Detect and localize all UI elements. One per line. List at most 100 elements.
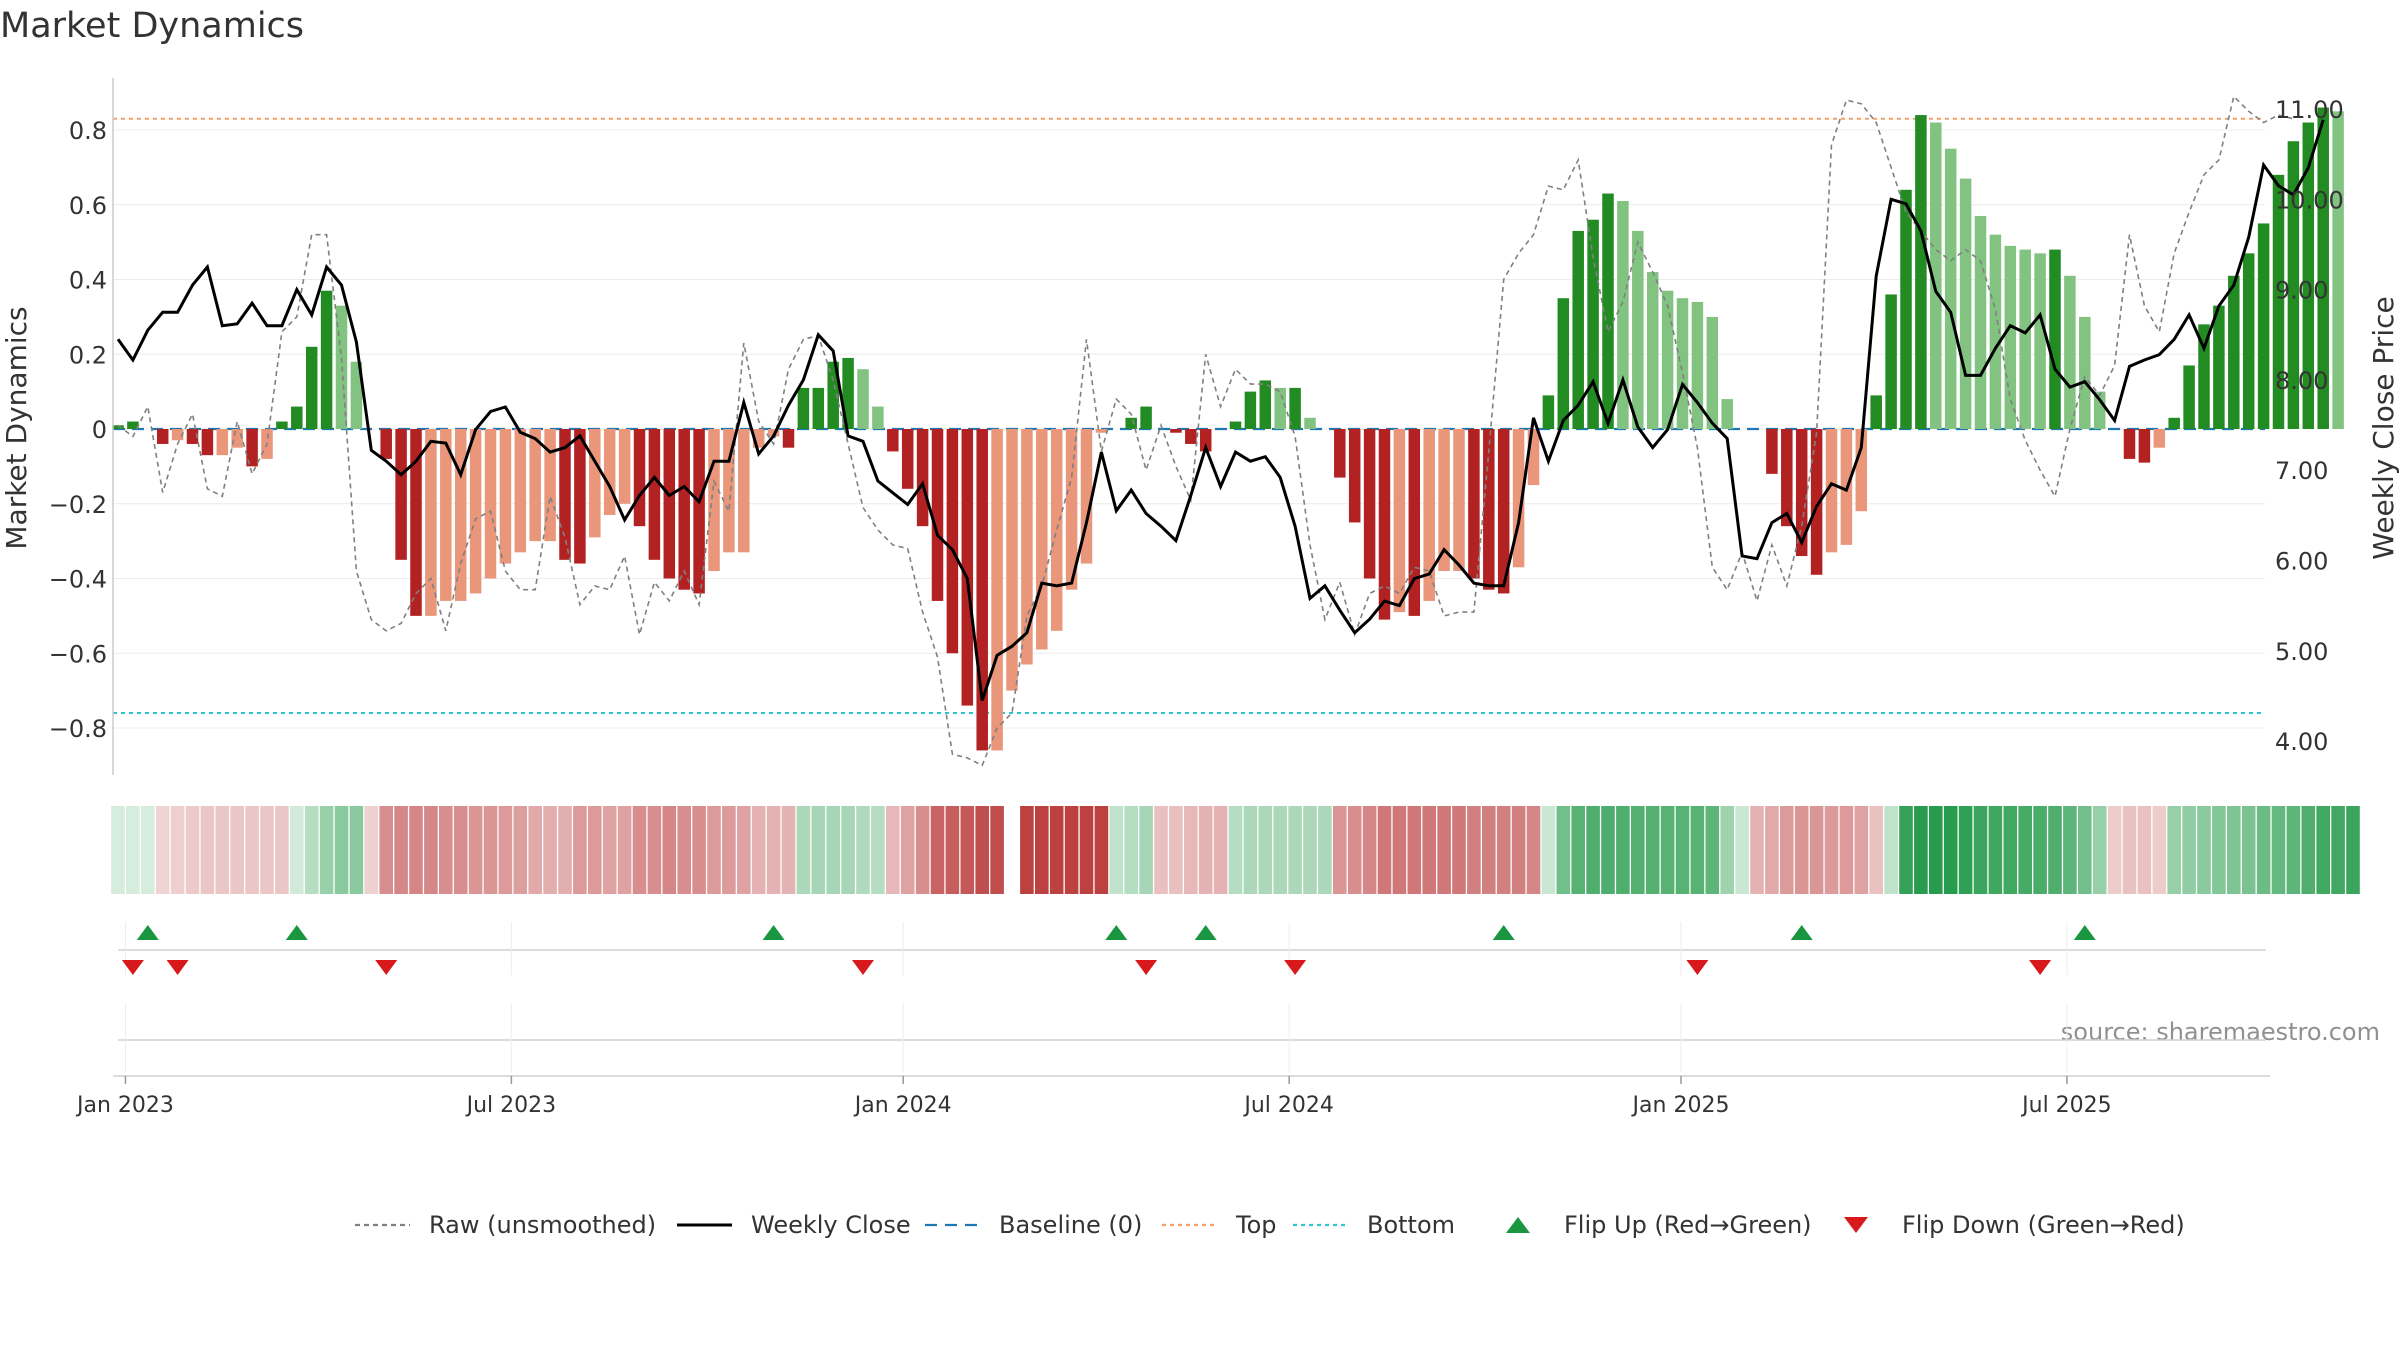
momentum-bar (1795, 429, 1808, 557)
regime-cell (468, 806, 483, 894)
regime-cell (1437, 806, 1451, 894)
momentum-bar (2034, 253, 2046, 429)
momentum-bar (469, 429, 482, 594)
regime-cell (1720, 806, 1734, 894)
momentum-bar (291, 406, 303, 429)
regime-cell (886, 806, 900, 894)
regime-cell (2003, 806, 2018, 894)
momentum-bar (1542, 395, 1555, 429)
regime-cell (1228, 806, 1243, 894)
regime-cell (647, 806, 662, 894)
regime-cell (1347, 806, 1362, 894)
momentum-bar (1691, 301, 1704, 429)
momentum-bar (305, 346, 318, 429)
regime-cell (2346, 806, 2360, 894)
regime-cell (573, 806, 587, 894)
chart-title: Market Dynamics (0, 6, 304, 46)
regime-cell (677, 806, 691, 894)
y-tick-label: 0 (92, 416, 107, 444)
momentum-bar (1527, 429, 1540, 486)
momentum-bar (2317, 107, 2329, 429)
reference-lines (113, 117, 2265, 715)
momentum-bar (723, 429, 735, 553)
regime-cell (737, 806, 751, 894)
legend-label: Baseline (0) (999, 1211, 1142, 1239)
momentum-bar (1781, 429, 1793, 527)
momentum-bar (574, 429, 586, 564)
momentum-bar (1185, 429, 1197, 444)
flip-down-marker (1284, 960, 1307, 975)
regime-cell (215, 806, 230, 894)
y2-tick-label: 4.00 (2275, 728, 2328, 756)
y-tick-label: 0.4 (69, 267, 107, 295)
momentum-bar (231, 429, 243, 448)
regime-cell (1467, 806, 1481, 894)
regime-cell (692, 806, 706, 894)
regime-cell (1243, 806, 1258, 894)
momentum-bar (2064, 275, 2076, 429)
regime-cell (1824, 806, 1839, 894)
momentum-bar (484, 429, 497, 579)
regime-cell (1124, 806, 1138, 894)
momentum-bar (1438, 429, 1450, 572)
regime-cell (960, 806, 975, 894)
momentum-bar (738, 429, 750, 553)
momentum-bar (1334, 429, 1346, 478)
flip-down-marker (2029, 960, 2052, 975)
regime-cell (1750, 806, 1764, 894)
momentum-bar (901, 429, 914, 489)
momentum-bar (842, 357, 854, 429)
y2-tick-label: 5.00 (2275, 638, 2328, 666)
momentum-bar (1855, 429, 1868, 512)
regime-cell (1333, 806, 1347, 894)
momentum-bar (1006, 429, 1018, 691)
regime-cell (364, 806, 379, 894)
momentum-bar (2183, 365, 2195, 429)
regime-cell (1869, 806, 1883, 894)
momentum-bar (395, 429, 407, 560)
momentum-bar (1572, 230, 1584, 429)
momentum-bar (1557, 298, 1570, 429)
legend-label: Raw (unsmoothed) (429, 1211, 656, 1239)
x-tick-label: Jul 2023 (465, 1093, 557, 1118)
momentum-bar (1393, 429, 1406, 613)
regime-cell (1735, 806, 1749, 894)
regime-cell (111, 806, 125, 894)
regime-cell (617, 806, 632, 894)
regime-cell (2152, 806, 2167, 894)
momentum-bar (1289, 387, 1301, 429)
regime-cell (1854, 806, 1869, 894)
flip-down-marker (121, 960, 144, 975)
regime-cell (275, 806, 289, 894)
y-axis-label: Market Dynamics (0, 306, 33, 549)
regime-cell (1482, 806, 1496, 894)
momentum-bar (916, 429, 929, 527)
momentum-bars (112, 107, 2344, 751)
flip-down-marker (375, 960, 398, 975)
regime-cell (781, 806, 796, 894)
regime-cell (1198, 806, 1213, 894)
momentum-bar (1468, 429, 1480, 579)
regime-cell (1377, 806, 1392, 894)
y2-tick-label: 10.00 (2275, 186, 2344, 214)
regime-cell (126, 806, 140, 894)
regime-cell (1526, 806, 1541, 894)
flip-up-marker (1194, 925, 1217, 940)
flip-down-marker (852, 960, 874, 975)
momentum-bar (425, 429, 437, 616)
regime-cell (1273, 806, 1287, 894)
momentum-bar (2213, 305, 2225, 429)
momentum-bar (1721, 399, 1733, 429)
y-tick-label: −0.2 (49, 491, 107, 519)
regime-cell (662, 806, 677, 894)
regime-cell (990, 806, 1004, 894)
regime-cell (1780, 806, 1794, 894)
regime-cell (945, 806, 960, 894)
flip-up-marker (1790, 925, 1813, 940)
momentum-bar (1363, 429, 1376, 579)
momentum-bar (1959, 178, 1972, 429)
regime-cell (2241, 806, 2256, 894)
momentum-bar (1140, 406, 1152, 429)
momentum-bar (2004, 245, 2017, 429)
regime-cell (2107, 806, 2122, 894)
